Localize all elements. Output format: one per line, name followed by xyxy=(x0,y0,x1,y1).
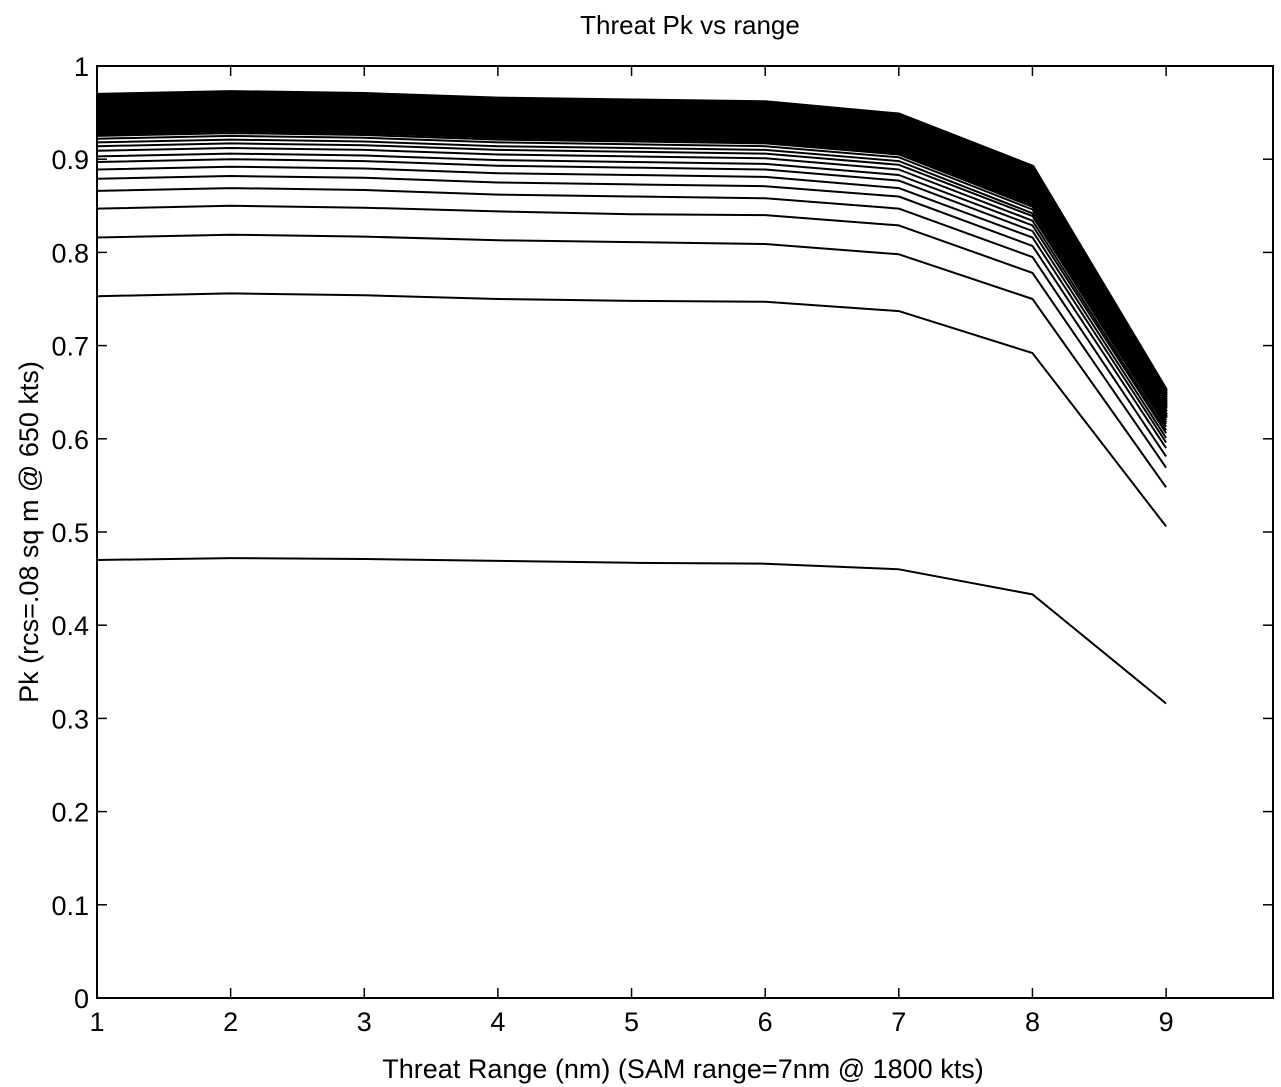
series-line-9 xyxy=(96,152,1167,434)
series-line-8 xyxy=(96,158,1167,439)
x-tick-label: 9 xyxy=(1159,1007,1174,1037)
series-line-10 xyxy=(96,147,1167,431)
series-line-6 xyxy=(96,175,1167,449)
series-line-2 xyxy=(96,292,1167,528)
x-axis-label: Threat Range (nm) (SAM range=7nm @ 1800 … xyxy=(382,1054,983,1084)
series-line-25 xyxy=(96,100,1168,399)
y-tick-label: 0 xyxy=(74,984,89,1014)
x-tick-label: 1 xyxy=(89,1007,104,1037)
series-line-24 xyxy=(96,103,1168,401)
y-tick-label: 0.1 xyxy=(51,891,89,921)
series-line-22 xyxy=(96,108,1168,405)
series-line-11 xyxy=(96,142,1167,428)
series-line-16 xyxy=(96,125,1168,418)
x-tick-label: 2 xyxy=(223,1007,238,1037)
x-tick-label: 5 xyxy=(624,1007,639,1037)
series-line-18 xyxy=(96,119,1168,413)
y-tick-label: 0.2 xyxy=(51,798,89,828)
series-line-23 xyxy=(96,105,1168,403)
x-tick-label: 7 xyxy=(891,1007,906,1037)
x-tick-label: 3 xyxy=(357,1007,372,1037)
y-axis-label: Pk (rcs=.08 sq m @ 650 kts) xyxy=(14,361,44,703)
chart-title: Threat Pk vs range xyxy=(580,10,800,40)
series-line-13 xyxy=(96,134,1167,423)
y-tick-label: 0.4 xyxy=(51,611,89,641)
x-tick-label: 4 xyxy=(490,1007,505,1037)
series-line-14 xyxy=(96,132,1167,421)
series-line-1 xyxy=(96,557,1167,705)
series-line-3 xyxy=(96,233,1167,488)
series-line-15 xyxy=(96,128,1168,420)
x-tick-label: 8 xyxy=(1025,1007,1040,1037)
y-tick-label: 0.3 xyxy=(51,704,89,734)
y-tick-label: 1 xyxy=(74,52,89,82)
y-tick-label: 0.5 xyxy=(51,518,89,548)
y-tick-label: 0.7 xyxy=(51,332,89,362)
series-line-5 xyxy=(96,187,1167,458)
series-line-4 xyxy=(96,204,1167,469)
series-line-12 xyxy=(96,138,1167,425)
series-line-20 xyxy=(96,114,1168,409)
series-line-26 xyxy=(96,97,1168,397)
series-line-21 xyxy=(96,111,1168,407)
series-line-17 xyxy=(96,122,1168,416)
y-tick-label: 0.8 xyxy=(51,238,89,268)
tick-layer: 1 2 3 4 5 6 7 8 9 0 0.1 0.2 0.3 0.4 0.5 0.6 0.7 0.8 0.9 1 xyxy=(51,52,1273,1037)
series-layer xyxy=(96,90,1168,705)
series-line-19 xyxy=(96,117,1168,411)
y-tick-label: 0.6 xyxy=(51,425,89,455)
series-line-29 xyxy=(96,90,1168,392)
y-tick-label: 0.9 xyxy=(51,145,89,175)
x-tick-label: 6 xyxy=(758,1007,773,1037)
series-line-7 xyxy=(96,165,1167,444)
